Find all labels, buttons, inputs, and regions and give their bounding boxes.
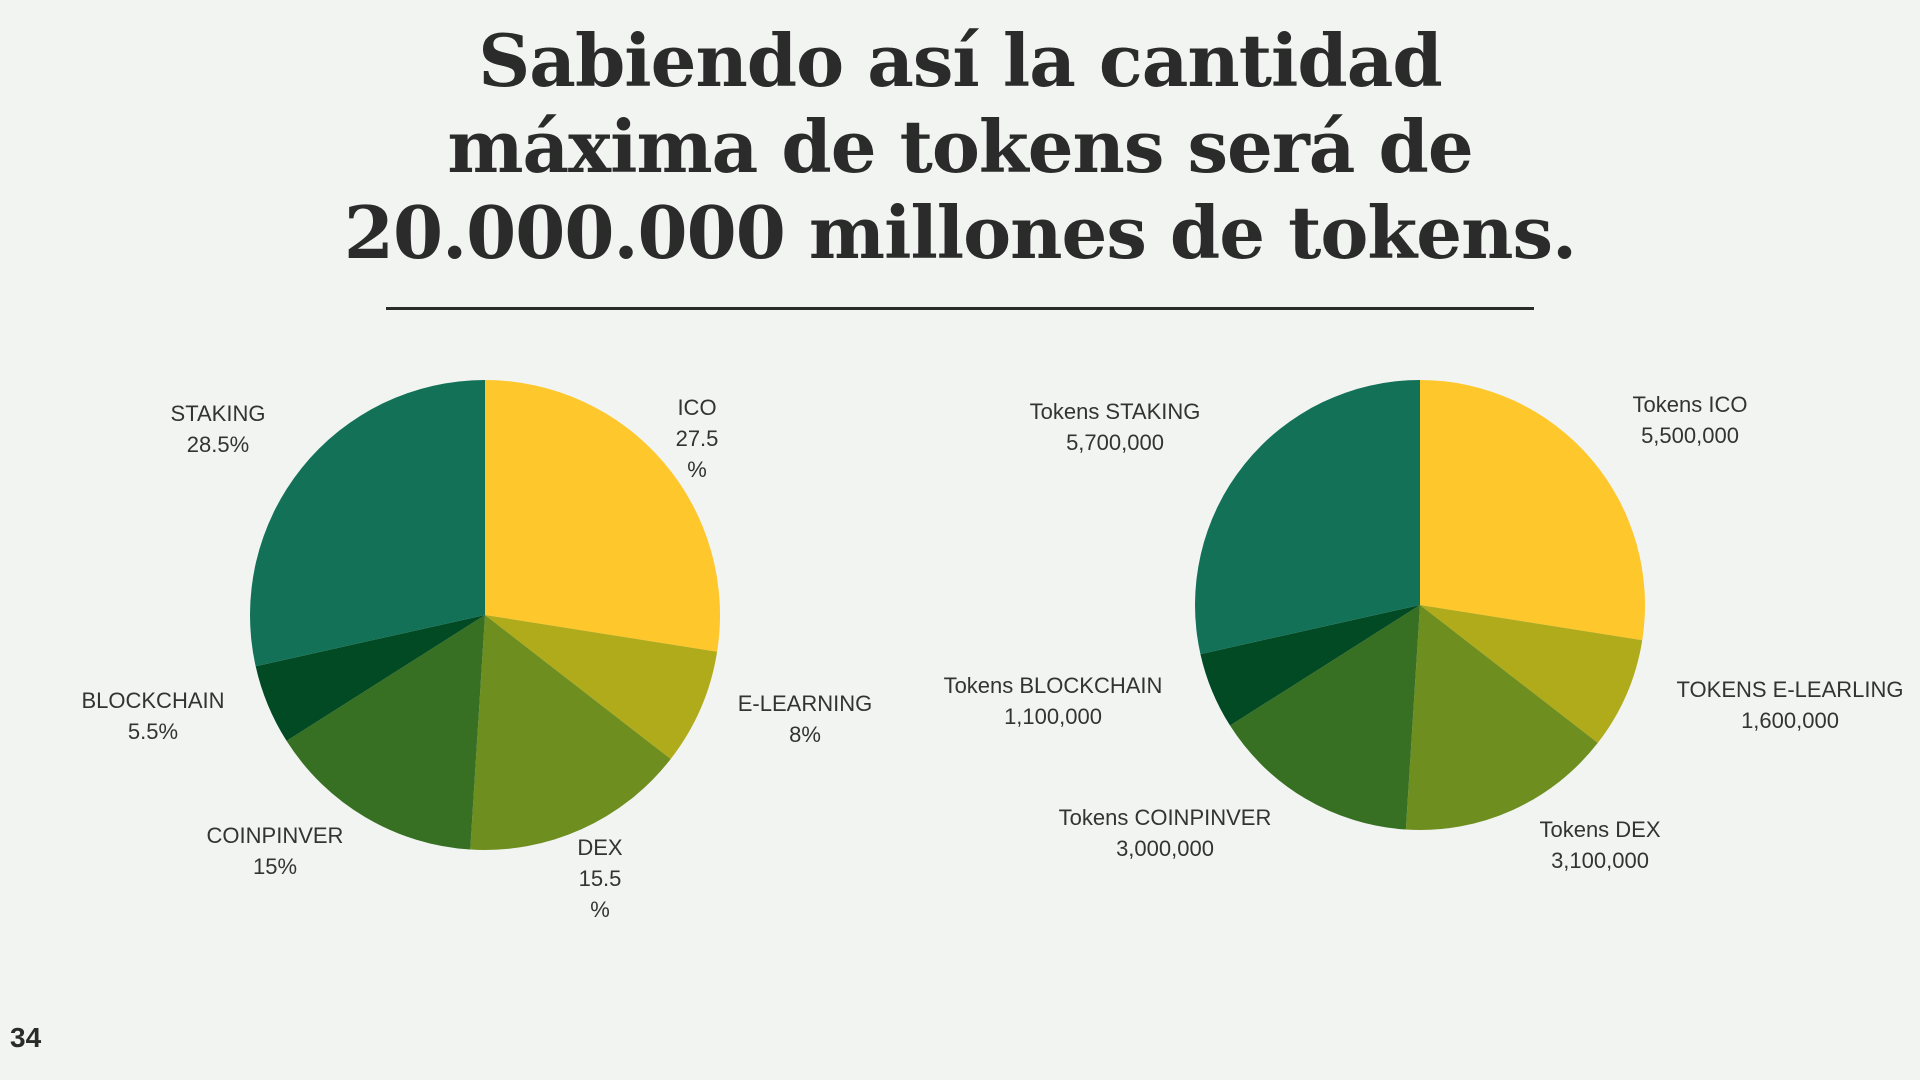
slice-label-line: Tokens DEX [1539, 817, 1660, 842]
slice-label-line: % [590, 897, 610, 922]
slice-label-line: DEX [577, 835, 623, 860]
slice-label-line: TOKENS E-LEARLING [1677, 677, 1904, 702]
pie-slice-blockchain [255, 615, 485, 741]
pie-slice-dex [470, 615, 671, 851]
pie-slice-ico [485, 380, 721, 652]
slice-label: Tokens ICO 5,500,000 [1633, 392, 1748, 448]
slice-label-line: 15.5 [579, 866, 622, 891]
slice-label-line: Tokens COINPINVER [1059, 805, 1272, 830]
slice-label: ICO 27.5% [676, 395, 719, 482]
slice-label-line: 5,500,000 [1641, 423, 1739, 448]
pie-slice-tokens-coinpinver [1230, 605, 1420, 830]
slice-label-line: 1,600,000 [1741, 708, 1839, 733]
title-line-1: Sabiendo así la cantidad [478, 18, 1442, 103]
slice-label-line: 28.5% [187, 432, 249, 457]
title-divider [386, 307, 1534, 310]
pie-slice-tokens-blockchain [1200, 605, 1420, 726]
slice-label-line: 3,100,000 [1551, 848, 1649, 873]
slice-label: COINPINVER 15% [207, 823, 344, 879]
slice-label: E-LEARNING 8% [738, 691, 872, 747]
slice-label: DEX 15.5% [577, 835, 623, 922]
slice-label-line: Tokens BLOCKCHAIN [944, 673, 1163, 698]
slide-title: Sabiendo así la cantidad máxima de token… [260, 18, 1660, 276]
slice-label: Tokens COINPINVER 3,000,000 [1059, 805, 1272, 861]
slice-label-line: ICO [677, 395, 716, 420]
page-number: 34 [10, 1022, 42, 1053]
slice-label-line: Tokens STAKING [1030, 399, 1201, 424]
slice-label-line: E-LEARNING [738, 691, 872, 716]
slice-label: BLOCKCHAIN 5.5% [81, 688, 224, 744]
pie-slice-tokens-staking [1195, 380, 1420, 655]
slice-label-line: Tokens ICO [1633, 392, 1748, 417]
pie-slice-tokens-e-learling [1420, 605, 1643, 743]
slice-label: Tokens STAKING 5,700,000 [1030, 399, 1201, 455]
slice-label-line: COINPINVER [207, 823, 344, 848]
pie-slice-e-learning [485, 615, 718, 760]
slice-label-line: 8% [789, 722, 821, 747]
slice-label-line: 27.5 [676, 426, 719, 451]
slice-label: TOKENS E-LEARLING 1,600,000 [1677, 677, 1904, 733]
pie-slice-staking [250, 380, 486, 667]
pie-slice-coinpinver [286, 615, 485, 850]
slice-label: Tokens DEX 3,100,000 [1539, 817, 1660, 873]
pie-chart-1: ICO 27.5 % E-LEARNING 8% DEX 15.5 % COINPINVER 15… [81, 380, 872, 922]
slice-label-line: 15% [253, 854, 297, 879]
slice-label-line: BLOCKCHAIN [81, 688, 224, 713]
slice-label-line: 5.5% [128, 719, 178, 744]
pie-slice-tokens-ico [1420, 380, 1646, 641]
title-line-3: 20.000.000 millones de tokens. [343, 190, 1577, 275]
slice-label-line: % [687, 457, 707, 482]
title-line-2: máxima de tokens será de [447, 104, 1473, 189]
slice-label-line: STAKING [171, 401, 266, 426]
pie-slice-tokens-dex [1405, 605, 1598, 831]
pie-chart-2: Tokens ICO 5,500,000 TOKENS E-LEARLING 1,60… [944, 380, 1904, 873]
slice-label: Tokens BLOCKCHAIN 1,100,000 [944, 673, 1163, 729]
slice-label: STAKING 28.5% [171, 401, 266, 457]
slice-label-line: 5,700,000 [1066, 430, 1164, 455]
slice-label-line: 1,100,000 [1004, 704, 1102, 729]
slice-label-line: 3,000,000 [1116, 836, 1214, 861]
